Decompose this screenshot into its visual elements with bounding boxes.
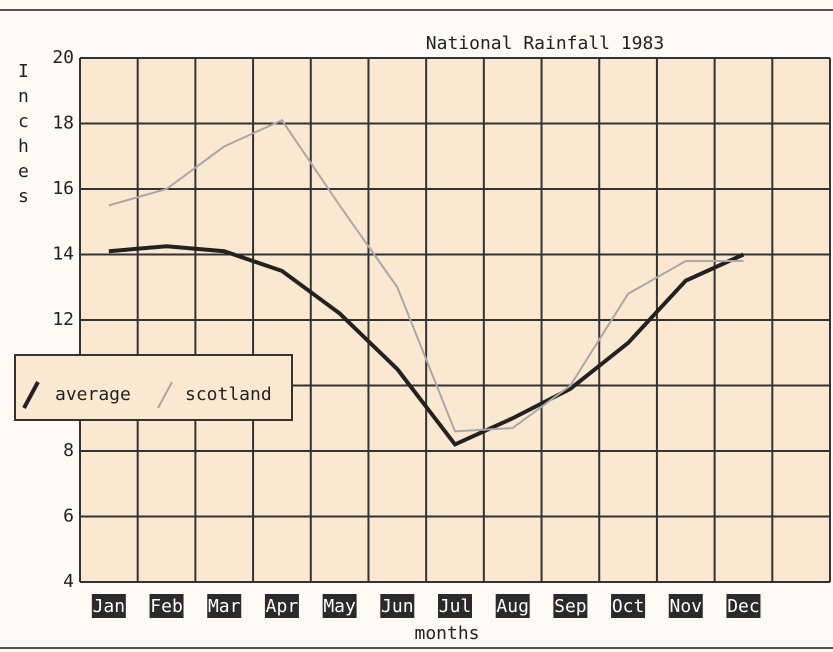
legend-label: scotland: [185, 384, 272, 405]
legend-swatch: [22, 381, 40, 409]
x-tick-box: [380, 594, 415, 618]
x-tick-label: Mar: [208, 596, 241, 617]
y-tick-label: 14: [52, 244, 74, 265]
x-tick-label: Nov: [670, 596, 703, 617]
x-tick-box: [668, 594, 703, 618]
x-tick-label: Oct: [612, 596, 645, 617]
x-tick-box: [264, 594, 299, 618]
x-tick-label: Apr: [266, 596, 299, 617]
x-tick-box: [207, 594, 242, 618]
x-tick-label: Jan: [93, 596, 126, 617]
y-tick-label: 16: [52, 178, 74, 199]
y-tick-label: 20: [52, 47, 74, 68]
legend: average scotland: [14, 354, 293, 421]
x-tick-label: Dec: [727, 596, 760, 617]
x-tick-box: [553, 594, 588, 618]
y-tick-label: 6: [63, 506, 74, 527]
x-axis-label: months: [414, 623, 479, 644]
x-tick-box: [322, 594, 357, 618]
x-tick-label: May: [323, 596, 356, 617]
x-tick-box: [438, 594, 472, 618]
x-tick-label: Aug: [496, 596, 529, 617]
line-series: [108, 118, 744, 433]
y-tick-label: 8: [63, 440, 74, 461]
y-tick-label: 4: [63, 571, 74, 592]
line-series: [108, 244, 745, 447]
y-tick-label: 12: [52, 309, 74, 330]
legend-label: average: [55, 384, 131, 405]
x-tick-label: Feb: [150, 596, 183, 617]
legend-swatch: [157, 381, 173, 409]
x-tick-box: [149, 594, 184, 618]
x-tick-label: Sep: [554, 596, 587, 617]
x-tick-box: [611, 594, 646, 618]
x-tick-box: [726, 594, 761, 618]
x-tick-label: Jun: [381, 596, 414, 617]
legend-box: [14, 354, 293, 421]
y-tick-label: 18: [52, 113, 74, 134]
x-tick-box: [91, 594, 126, 618]
chart-title: National Rainfall 1983: [426, 33, 664, 54]
x-tick-label: Jul: [439, 596, 472, 617]
x-tick-box: [495, 594, 530, 618]
